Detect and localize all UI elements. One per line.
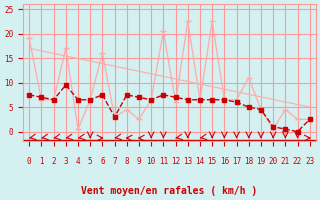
X-axis label: Vent moyen/en rafales ( km/h ): Vent moyen/en rafales ( km/h ) bbox=[81, 186, 258, 196]
